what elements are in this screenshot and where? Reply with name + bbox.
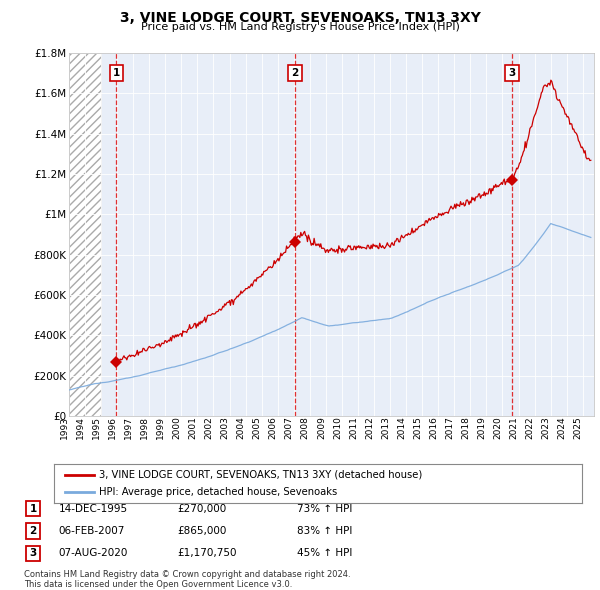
Text: 45% ↑ HPI: 45% ↑ HPI <box>297 549 352 558</box>
Text: 07-AUG-2020: 07-AUG-2020 <box>59 549 128 558</box>
Text: 1999: 1999 <box>157 416 166 439</box>
Text: 1: 1 <box>113 68 120 78</box>
Text: 1998: 1998 <box>140 416 149 439</box>
Text: 2002: 2002 <box>205 416 214 439</box>
Text: 2003: 2003 <box>221 416 230 439</box>
Text: Contains HM Land Registry data © Crown copyright and database right 2024.
This d: Contains HM Land Registry data © Crown c… <box>24 570 350 589</box>
Text: 2: 2 <box>29 526 37 536</box>
Text: 2000: 2000 <box>172 416 181 439</box>
Text: HPI: Average price, detached house, Sevenoaks: HPI: Average price, detached house, Seve… <box>99 487 337 497</box>
Text: 1994: 1994 <box>76 416 85 439</box>
Text: 1995: 1995 <box>92 416 101 439</box>
Text: 2021: 2021 <box>509 416 518 439</box>
Text: 2004: 2004 <box>236 416 245 439</box>
Text: 3, VINE LODGE COURT, SEVENOAKS, TN13 3XY (detached house): 3, VINE LODGE COURT, SEVENOAKS, TN13 3XY… <box>99 470 422 480</box>
Text: 14-DEC-1995: 14-DEC-1995 <box>59 504 128 513</box>
Text: £865,000: £865,000 <box>177 526 226 536</box>
Text: 2023: 2023 <box>542 416 551 439</box>
Text: 2024: 2024 <box>558 416 567 438</box>
Text: 2013: 2013 <box>381 416 390 439</box>
Text: 2020: 2020 <box>493 416 502 439</box>
Text: 2006: 2006 <box>269 416 278 439</box>
Text: 2: 2 <box>292 68 299 78</box>
Text: 2014: 2014 <box>397 416 406 439</box>
Text: 1997: 1997 <box>124 416 133 439</box>
Text: 3: 3 <box>29 549 37 558</box>
Text: 1: 1 <box>29 504 37 513</box>
Text: 2007: 2007 <box>285 416 294 439</box>
Text: 2022: 2022 <box>526 416 535 438</box>
Text: 2008: 2008 <box>301 416 310 439</box>
Text: 2015: 2015 <box>413 416 422 439</box>
Text: 3, VINE LODGE COURT, SEVENOAKS, TN13 3XY: 3, VINE LODGE COURT, SEVENOAKS, TN13 3XY <box>119 11 481 25</box>
Text: 83% ↑ HPI: 83% ↑ HPI <box>297 526 352 536</box>
Text: 3: 3 <box>508 68 515 78</box>
Text: 2005: 2005 <box>253 416 262 439</box>
Text: 1996: 1996 <box>108 416 117 439</box>
Text: 73% ↑ HPI: 73% ↑ HPI <box>297 504 352 513</box>
Text: 2010: 2010 <box>333 416 342 439</box>
Text: 2018: 2018 <box>461 416 470 439</box>
Text: £1,170,750: £1,170,750 <box>177 549 236 558</box>
Text: 2019: 2019 <box>478 416 487 439</box>
Text: 2016: 2016 <box>429 416 438 439</box>
Text: £270,000: £270,000 <box>177 504 226 513</box>
Text: 06-FEB-2007: 06-FEB-2007 <box>59 526 125 536</box>
Text: Price paid vs. HM Land Registry's House Price Index (HPI): Price paid vs. HM Land Registry's House … <box>140 22 460 32</box>
Text: 2025: 2025 <box>574 416 583 439</box>
Text: 1993: 1993 <box>60 416 69 439</box>
Text: 2011: 2011 <box>349 416 358 439</box>
Text: 2012: 2012 <box>365 416 374 439</box>
Text: 2009: 2009 <box>317 416 326 439</box>
Text: 2017: 2017 <box>445 416 454 439</box>
Text: 2001: 2001 <box>188 416 197 439</box>
